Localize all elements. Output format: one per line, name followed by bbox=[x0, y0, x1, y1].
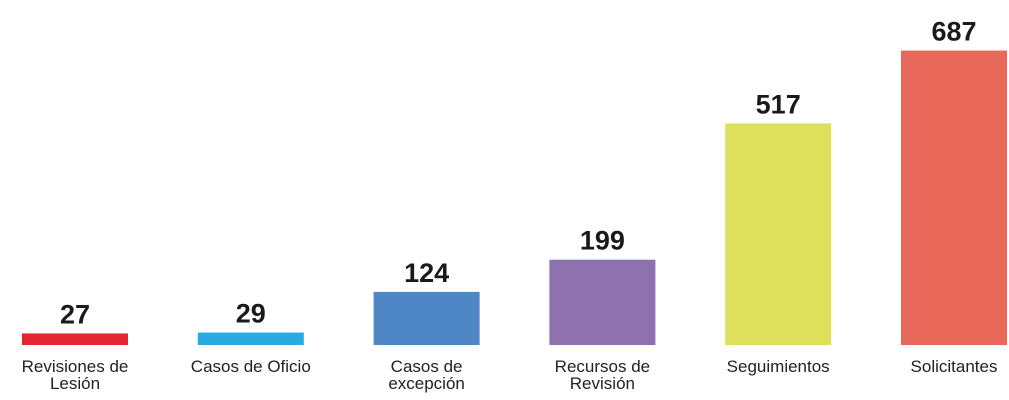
category-label: Solicitantes bbox=[910, 357, 998, 376]
value-label: 517 bbox=[756, 89, 801, 119]
value-label: 199 bbox=[580, 226, 625, 256]
bar bbox=[549, 259, 656, 345]
bar bbox=[901, 50, 1007, 345]
category-label: Revisiones de Lesión bbox=[21, 357, 129, 393]
category-label: Casos de excepción bbox=[388, 357, 465, 393]
value-label: 29 bbox=[236, 299, 266, 329]
category-label: Casos de Oficio bbox=[190, 357, 311, 376]
bar bbox=[197, 332, 304, 345]
bar bbox=[22, 333, 128, 345]
category-label: Seguimientos bbox=[726, 357, 830, 376]
category-label: Recursos de Revisión bbox=[554, 357, 651, 393]
value-label: 27 bbox=[60, 299, 90, 329]
bar bbox=[373, 291, 480, 345]
value-label: 124 bbox=[404, 258, 449, 288]
value-label: 687 bbox=[931, 17, 976, 47]
bar bbox=[725, 123, 832, 345]
